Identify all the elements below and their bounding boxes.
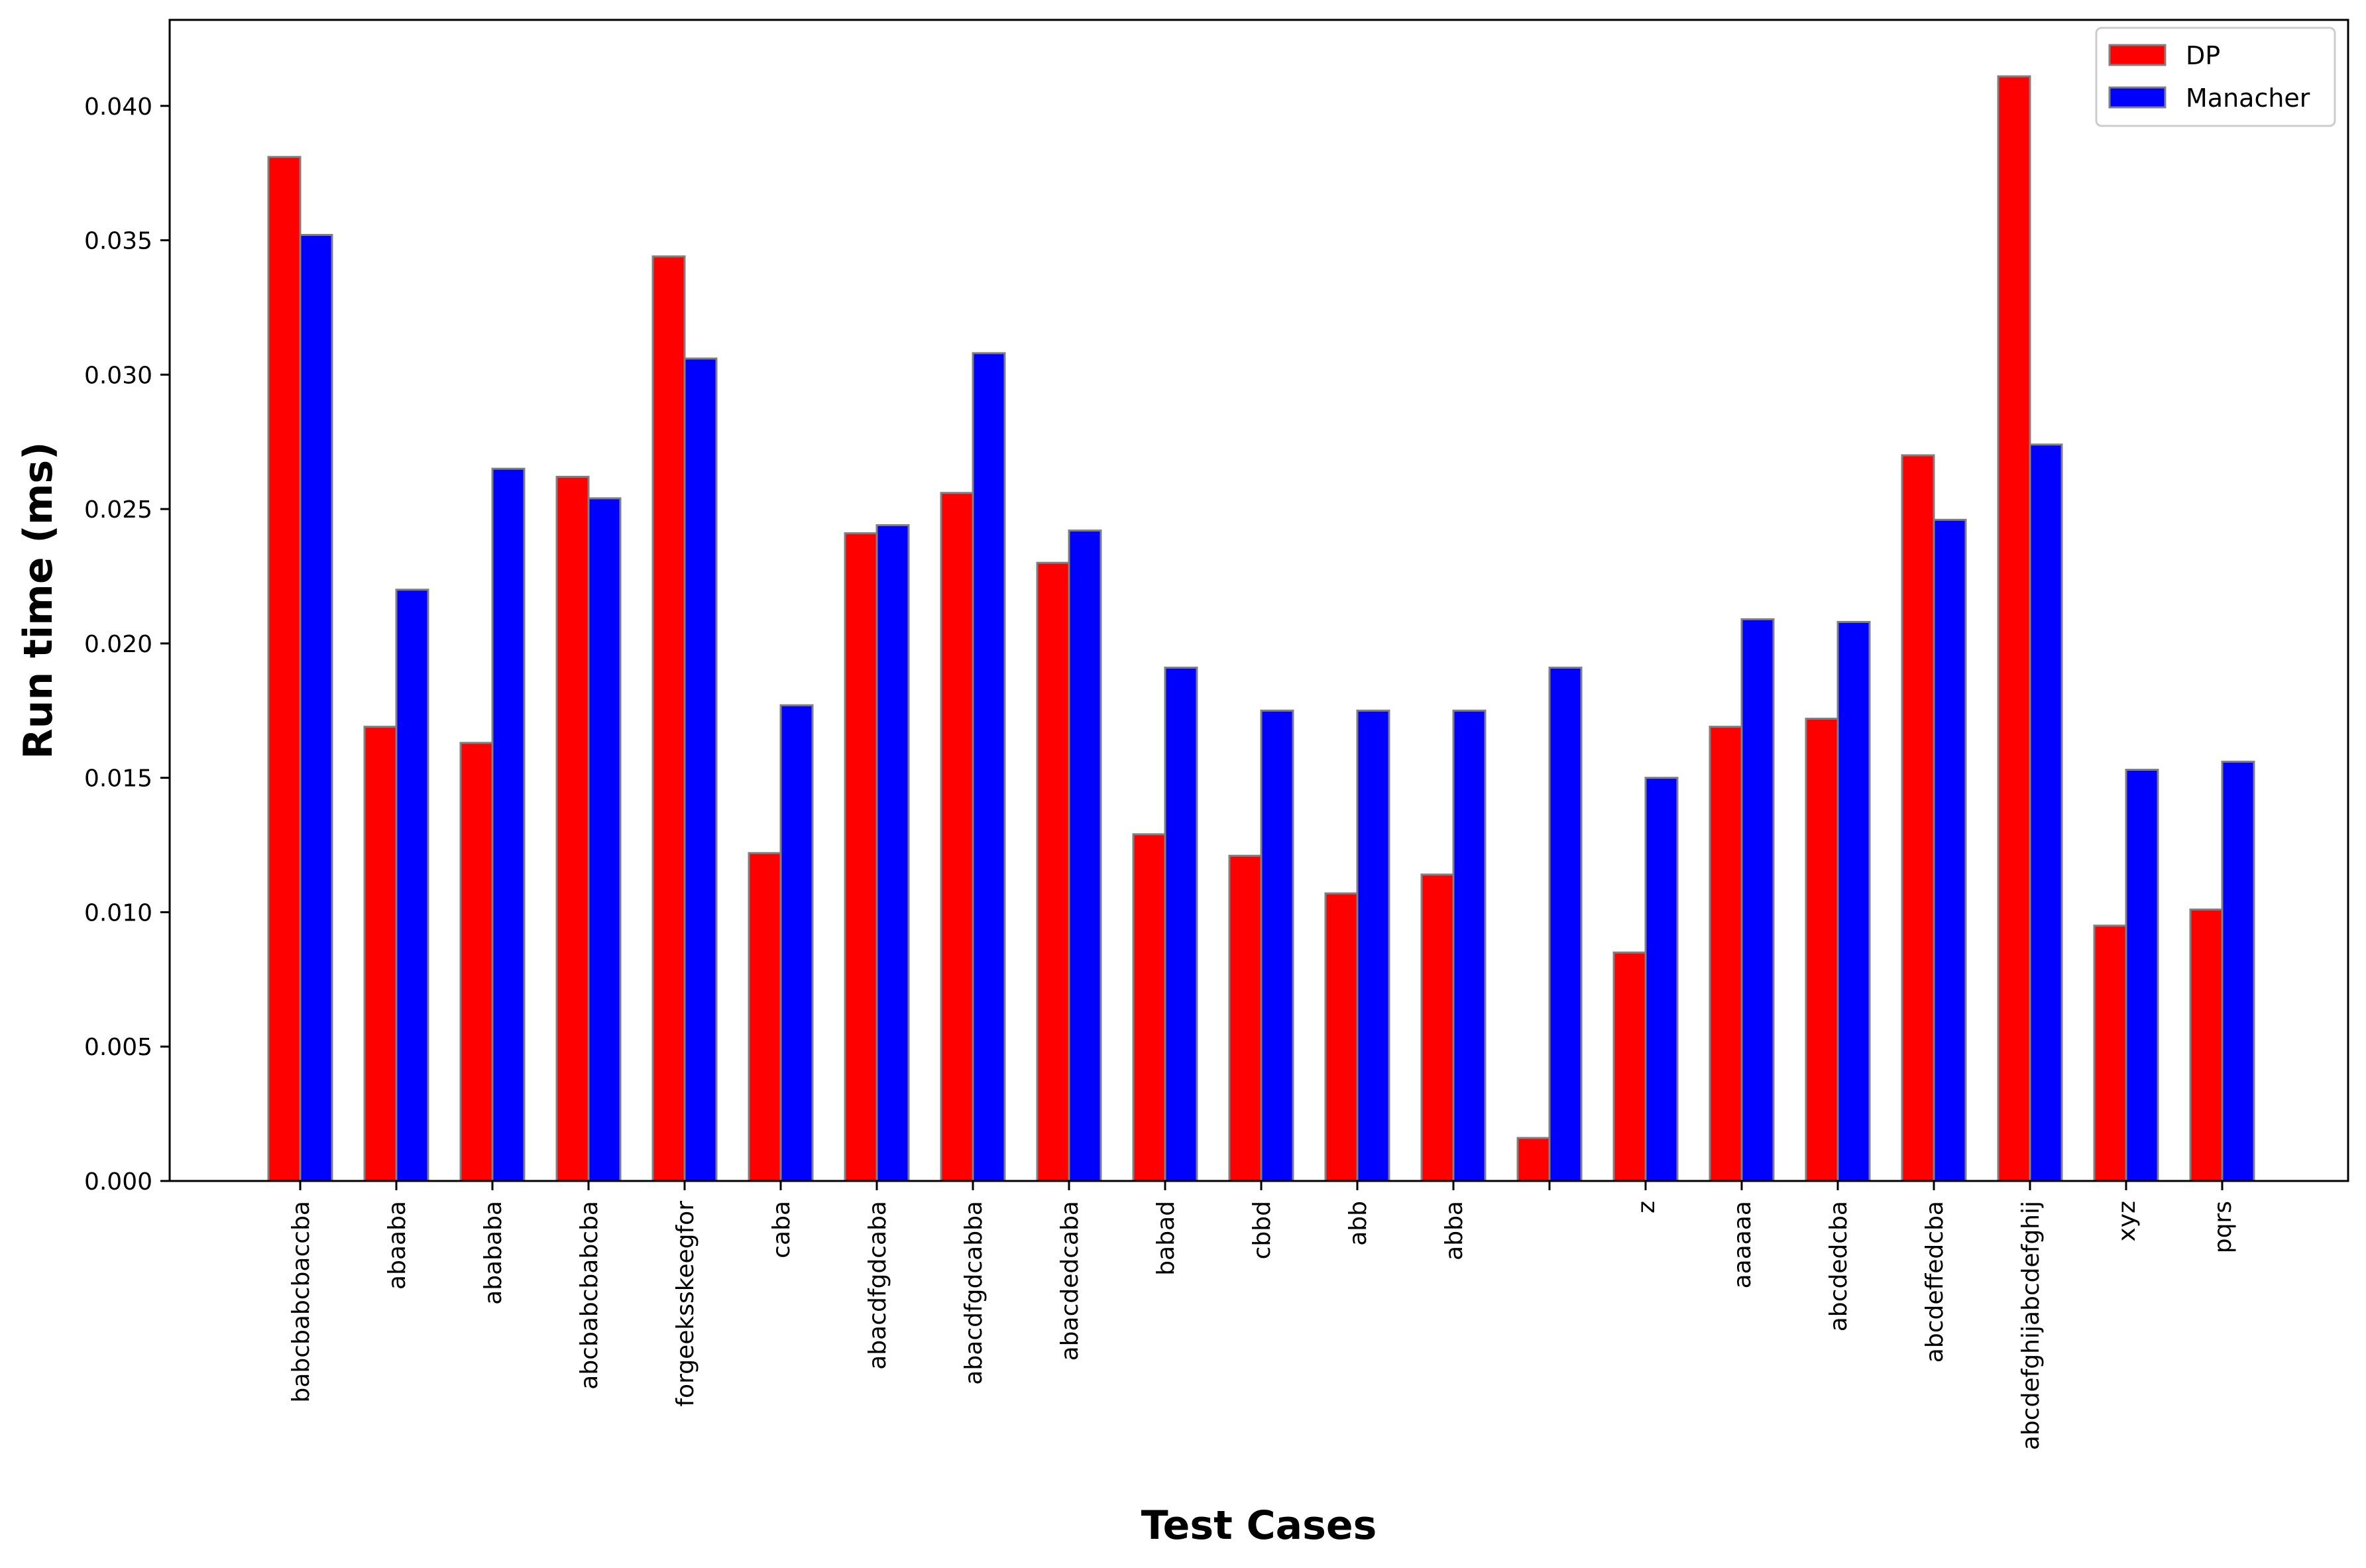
bar-dp-16 bbox=[1805, 717, 1839, 1182]
x-tick-label: abaaba bbox=[384, 1201, 411, 1290]
x-tick-label: cbbd bbox=[1249, 1201, 1276, 1259]
bar-dp-2 bbox=[459, 742, 494, 1182]
bar-manacher-18 bbox=[2029, 443, 2063, 1182]
bar-dp-15 bbox=[1709, 726, 1743, 1182]
x-tick-label: abacdedcaba bbox=[1056, 1201, 1084, 1361]
bar-manacher-9 bbox=[1164, 666, 1198, 1182]
bar-manacher-8 bbox=[1068, 530, 1102, 1182]
x-tick-label: abcdeffedcba bbox=[1921, 1201, 1948, 1363]
x-tick-label: aaaaaa bbox=[1729, 1201, 1756, 1288]
x-tick-label: abacdfgdcabba bbox=[960, 1201, 987, 1385]
bar-manacher-12 bbox=[1452, 709, 1487, 1182]
y-tick-label: 0.040 bbox=[84, 93, 152, 121]
bar-manacher-10 bbox=[1260, 709, 1294, 1182]
y-tick-label: 0.020 bbox=[84, 631, 152, 658]
bar-dp-9 bbox=[1132, 833, 1166, 1182]
y-tick-label: 0.035 bbox=[84, 228, 152, 255]
x-tick-label: z bbox=[1633, 1201, 1660, 1213]
legend-swatch-manacher bbox=[2108, 86, 2167, 109]
bar-dp-4 bbox=[651, 255, 686, 1182]
bar-dp-17 bbox=[1901, 454, 1935, 1182]
x-tick-label: abababa bbox=[480, 1201, 507, 1305]
y-tick-label: 0.025 bbox=[84, 496, 152, 524]
x-tick-label: caba bbox=[768, 1201, 795, 1259]
y-tick-label: 0.005 bbox=[84, 1034, 152, 1061]
y-tick-label: 0.000 bbox=[84, 1168, 152, 1196]
bar-manacher-3 bbox=[587, 497, 622, 1182]
legend-label-manacher: Manacher bbox=[2186, 84, 2310, 113]
bar-manacher-19 bbox=[2125, 769, 2159, 1182]
bar-manacher-6 bbox=[875, 524, 910, 1182]
bar-dp-0 bbox=[267, 156, 302, 1182]
bars-group bbox=[267, 75, 2255, 1182]
legend-swatch-dp bbox=[2108, 44, 2167, 66]
x-tick-label: abb bbox=[1345, 1201, 1372, 1246]
bar-dp-14 bbox=[1612, 951, 1647, 1182]
x-tick-label: abcbabcbabcba bbox=[576, 1201, 603, 1390]
bar-manacher-20 bbox=[2221, 760, 2255, 1182]
x-tick-label: babad bbox=[1153, 1201, 1180, 1276]
bar-manacher-4 bbox=[683, 357, 718, 1182]
x-axis: babcbabcbaccba abaaba abababa abcbabcbabcba… bbox=[288, 1181, 2237, 1450]
x-tick-label: babcbabcbaccba bbox=[288, 1201, 315, 1403]
bar-dp-11 bbox=[1324, 892, 1359, 1182]
bar-dp-10 bbox=[1228, 854, 1263, 1182]
bar-dp-3 bbox=[555, 475, 590, 1182]
y-tick-label: 0.010 bbox=[84, 899, 152, 926]
x-tick-label: forgeeksskeegfor bbox=[672, 1201, 699, 1407]
bar-manacher-16 bbox=[1836, 620, 1871, 1182]
bar-manacher-5 bbox=[779, 704, 814, 1182]
y-axis-title: Run time (ms) bbox=[15, 442, 62, 759]
x-axis-title: Test Cases bbox=[1141, 1502, 1377, 1549]
legend-label-dp: DP bbox=[2186, 41, 2220, 70]
bar-dp-6 bbox=[844, 532, 878, 1182]
bar-manacher-1 bbox=[395, 588, 429, 1182]
bar-dp-8 bbox=[1036, 561, 1070, 1182]
bar-manacher-13 bbox=[1548, 666, 1583, 1182]
bar-manacher-0 bbox=[299, 233, 333, 1182]
bar-manacher-17 bbox=[1933, 518, 1967, 1182]
y-axis: 0.000 0.005 0.010 0.015 0.020 0.025 0.030 0.035… bbox=[84, 93, 170, 1196]
bar-manacher-2 bbox=[491, 467, 526, 1182]
bar-dp-12 bbox=[1420, 873, 1455, 1182]
legend: DP Manacher bbox=[2095, 27, 2336, 127]
bar-manacher-11 bbox=[1356, 709, 1390, 1182]
bar-dp-20 bbox=[2189, 908, 2224, 1182]
bar-manacher-15 bbox=[1740, 618, 1775, 1182]
x-tick-label: abcdedcba bbox=[1825, 1201, 1852, 1331]
y-tick-label: 0.030 bbox=[84, 362, 152, 389]
bar-manacher-14 bbox=[1644, 777, 1679, 1182]
y-tick-label: 0.015 bbox=[84, 765, 152, 793]
x-tick-label: abba bbox=[1441, 1201, 1468, 1260]
x-tick-label: pqrs bbox=[2210, 1201, 2237, 1253]
plot-frame bbox=[168, 19, 2349, 1182]
bar-dp-18 bbox=[1997, 75, 2031, 1182]
bar-dp-7 bbox=[940, 492, 974, 1182]
bar-dp-5 bbox=[748, 852, 782, 1182]
bar-dp-13 bbox=[1516, 1137, 1551, 1182]
bar-manacher-7 bbox=[972, 352, 1006, 1182]
bar-dp-1 bbox=[363, 726, 398, 1182]
x-tick-label: xyz bbox=[2113, 1201, 2141, 1242]
x-tick-label: abacdfgdcaba bbox=[864, 1201, 891, 1370]
x-tick-label: abcdefghijabcdefghij bbox=[2017, 1201, 2045, 1450]
bar-dp-19 bbox=[2093, 924, 2127, 1182]
